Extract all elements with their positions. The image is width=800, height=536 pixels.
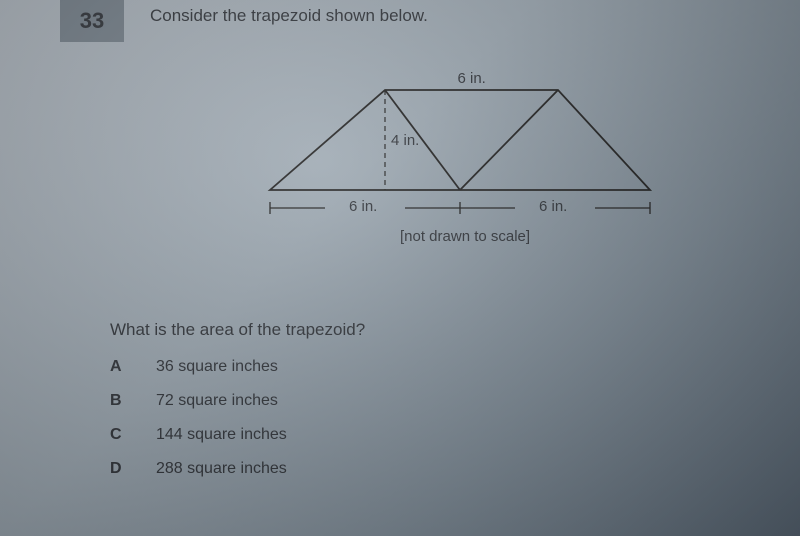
answer-choices: A 36 square inches B 72 square inches C …	[110, 358, 287, 494]
trapezoid-figure: 6 in. 4 in. 6 in. 6 in. [not drawn to sc…	[240, 70, 700, 260]
choice-d[interactable]: D 288 square inches	[110, 460, 287, 478]
question-number-badge: 33	[60, 0, 124, 42]
choice-text: 144 square inches	[156, 426, 287, 444]
choice-text: 288 square inches	[156, 460, 287, 478]
height-label: 4 in.	[391, 132, 419, 149]
choice-text: 36 square inches	[156, 358, 278, 376]
bottom-left-label: 6 in.	[349, 198, 377, 215]
question-text: What is the area of the trapezoid?	[110, 320, 365, 340]
choice-letter: C	[110, 426, 128, 444]
top-side-label: 6 in.	[458, 70, 486, 87]
choice-letter: B	[110, 392, 128, 410]
question-prompt: Consider the trapezoid shown below.	[150, 6, 428, 26]
choice-b[interactable]: B 72 square inches	[110, 392, 287, 410]
choice-c[interactable]: C 144 square inches	[110, 426, 287, 444]
scale-note: [not drawn to scale]	[400, 228, 530, 245]
bottom-right-label: 6 in.	[539, 198, 567, 215]
choice-a[interactable]: A 36 square inches	[110, 358, 287, 376]
choice-letter: A	[110, 358, 128, 376]
choice-letter: D	[110, 460, 128, 478]
bottom-measure-bar	[270, 202, 650, 214]
diagonal-right	[460, 90, 558, 190]
choice-text: 72 square inches	[156, 392, 278, 410]
trapezoid-outline	[270, 90, 650, 190]
